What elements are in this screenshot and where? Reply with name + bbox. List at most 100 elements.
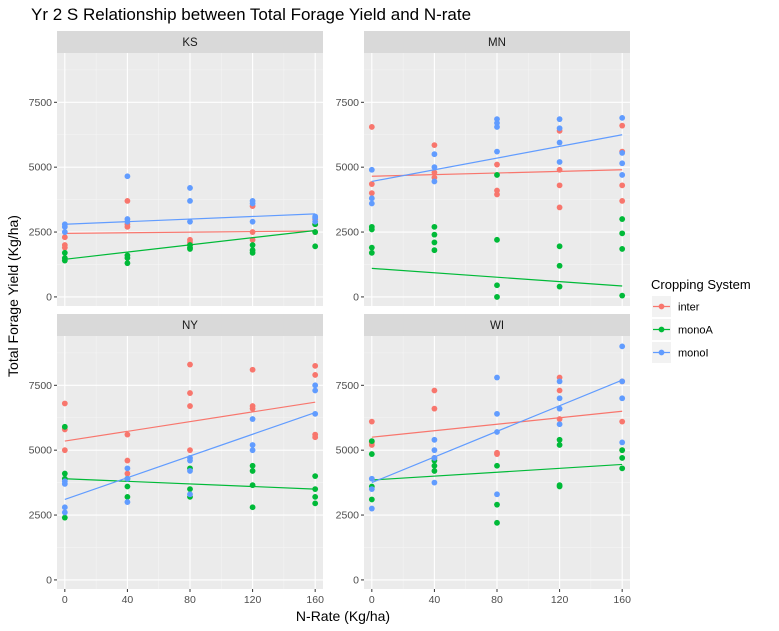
data-point (556, 182, 563, 189)
data-point (431, 151, 438, 158)
data-point (368, 496, 375, 503)
data-point (61, 504, 68, 511)
data-point (368, 505, 375, 512)
data-point (61, 400, 68, 407)
series-monoA (368, 172, 626, 300)
fit-line (371, 463, 623, 481)
x-tick-label: 80 (491, 594, 503, 606)
data-point (494, 501, 500, 508)
data-point (187, 486, 193, 492)
data-point (312, 372, 319, 378)
data-point (619, 150, 626, 156)
x-tick-label: 160 (613, 594, 631, 606)
y-tick-label: 2500 (29, 227, 53, 239)
data-point (619, 343, 626, 350)
data-point (124, 470, 131, 477)
facet-label-mn: MN (488, 37, 506, 49)
data-point (619, 447, 626, 454)
data-point (187, 185, 193, 191)
data-point (312, 243, 319, 250)
data-point (187, 361, 193, 368)
panel-mn: MN 0 2500 5000 7500 (336, 31, 630, 306)
data-point (619, 216, 626, 222)
data-point (494, 124, 500, 130)
data-point (556, 436, 563, 443)
data-point (494, 519, 500, 526)
data-point (249, 366, 256, 373)
data-point (187, 468, 193, 474)
data-point (312, 387, 319, 394)
data-point (494, 374, 500, 381)
data-point (249, 447, 256, 454)
data-point (431, 405, 438, 412)
y-axis-title: Total Forage Yield (Kg/ha) (5, 215, 21, 377)
data-point (619, 395, 626, 402)
legend-key-point (658, 349, 665, 356)
y-tick-label: 2500 (29, 510, 53, 522)
data-point (368, 475, 375, 482)
data-point (187, 218, 193, 225)
legend-title: Cropping System (651, 277, 751, 292)
data-point (187, 390, 193, 396)
data-point (619, 182, 626, 189)
legend-entry-monoA: monoA (652, 319, 714, 340)
data-point (249, 405, 256, 412)
data-point (187, 403, 193, 409)
data-point (431, 479, 438, 486)
y-tick-label: 5000 (336, 162, 360, 174)
data-point (368, 166, 375, 173)
data-point (249, 416, 256, 422)
data-point (619, 418, 626, 425)
data-point (187, 491, 193, 498)
facet-label-ny: NY (182, 320, 198, 332)
data-point (494, 282, 500, 289)
fit-line (64, 401, 316, 442)
data-point (619, 172, 626, 178)
y-tick-label: 2500 (336, 227, 360, 239)
data-point (431, 387, 438, 394)
facet-label-ks: KS (182, 37, 198, 49)
data-point (431, 223, 438, 230)
fit-line (64, 229, 316, 260)
panel-wi: WI 0 2500 5000 7500 0 40 80 120 160 (336, 314, 631, 606)
data-point (619, 246, 626, 252)
data-point (556, 139, 563, 146)
data-point (368, 200, 375, 207)
y-tick-label: 5000 (336, 445, 360, 457)
data-point (368, 190, 375, 197)
y-tick-label: 5000 (29, 445, 53, 457)
data-point (249, 200, 256, 207)
facet-strip-wi (364, 314, 630, 336)
data-point (556, 483, 563, 490)
y-tick-label: 7500 (29, 380, 53, 392)
data-point (312, 500, 319, 507)
data-point (312, 493, 319, 500)
series-monoI (61, 382, 319, 516)
data-point (187, 198, 193, 204)
data-point (312, 473, 319, 480)
data-point (312, 229, 319, 235)
data-point (619, 230, 626, 237)
y-tick-label: 5000 (29, 162, 53, 174)
data-point (368, 438, 375, 444)
legend-entry-inter: inter (652, 296, 700, 317)
data-point (124, 457, 131, 464)
data-point (124, 255, 131, 261)
data-point (368, 181, 375, 187)
fit-line (64, 213, 316, 225)
data-point (431, 164, 438, 171)
data-point (368, 195, 375, 202)
data-point (61, 229, 68, 235)
x-tick-label: 40 (122, 594, 134, 606)
data-point (249, 504, 256, 511)
data-point (61, 514, 68, 521)
data-point (368, 124, 375, 130)
data-point (249, 482, 256, 489)
panel-ny: NY 0 2500 5000 7500 0 40 80 120 160 (29, 314, 324, 606)
data-point (124, 465, 131, 472)
y-tick-label: 7500 (29, 97, 53, 109)
data-point (61, 509, 68, 516)
data-point (124, 493, 131, 500)
data-point (124, 198, 131, 204)
